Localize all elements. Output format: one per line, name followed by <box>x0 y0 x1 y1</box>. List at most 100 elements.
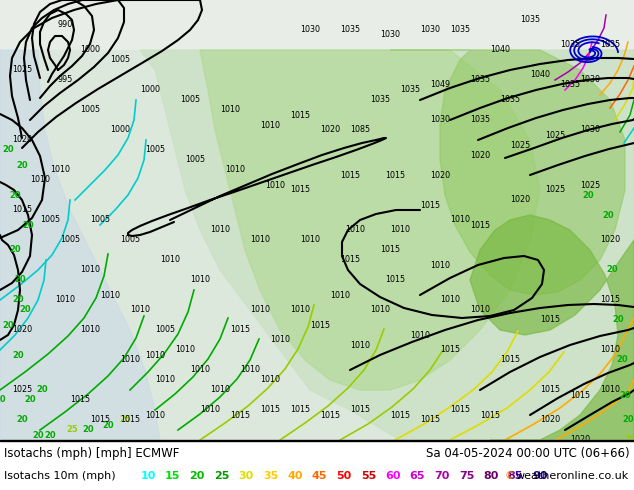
Text: 20: 20 <box>22 220 34 229</box>
Text: 1015: 1015 <box>290 406 310 415</box>
Text: 1025: 1025 <box>545 130 565 140</box>
Text: ©: © <box>504 471 515 481</box>
Text: 60: 60 <box>385 471 401 481</box>
Text: 85: 85 <box>508 471 523 481</box>
Bar <box>0 0 634 440</box>
Text: 20: 20 <box>612 316 624 324</box>
Text: 1025: 1025 <box>510 141 530 149</box>
Text: 1010: 1010 <box>370 305 390 315</box>
Text: 30: 30 <box>238 471 254 481</box>
Text: 1035: 1035 <box>600 41 620 49</box>
Text: 1015: 1015 <box>290 111 310 120</box>
Text: 1010: 1010 <box>200 406 220 415</box>
Text: weatheronline.co.uk: weatheronline.co.uk <box>516 471 630 481</box>
Bar <box>0 0 634 440</box>
Text: 1010: 1010 <box>50 166 70 174</box>
Text: 1015: 1015 <box>70 395 90 405</box>
Text: 20: 20 <box>190 471 205 481</box>
Text: 1015: 1015 <box>120 416 140 424</box>
Polygon shape <box>0 50 160 440</box>
Text: 1030: 1030 <box>430 116 450 124</box>
Text: 1015: 1015 <box>540 316 560 324</box>
Text: 1010: 1010 <box>250 305 270 315</box>
Text: 20: 20 <box>32 431 44 440</box>
Text: 990: 990 <box>57 21 73 29</box>
Text: 20: 20 <box>602 211 614 220</box>
Text: 20: 20 <box>44 431 56 440</box>
Text: 1015: 1015 <box>90 416 110 424</box>
Text: 70: 70 <box>434 471 450 481</box>
Text: 1005: 1005 <box>90 216 110 224</box>
Text: 1010: 1010 <box>145 350 165 360</box>
Text: 20: 20 <box>82 425 94 435</box>
Text: 20: 20 <box>619 391 631 399</box>
Text: 20: 20 <box>19 305 31 315</box>
Text: 1025: 1025 <box>545 186 565 195</box>
Text: 1010: 1010 <box>240 366 260 374</box>
Text: 1010: 1010 <box>600 386 620 394</box>
Text: Isotachs 10m (mph): Isotachs 10m (mph) <box>4 471 115 481</box>
Text: 1010: 1010 <box>160 255 180 265</box>
Text: 20: 20 <box>9 245 21 254</box>
Text: 1010: 1010 <box>270 336 290 344</box>
Text: 1020: 1020 <box>510 196 530 204</box>
Text: 1015: 1015 <box>420 416 440 424</box>
Text: 1015: 1015 <box>260 406 280 415</box>
Text: 1025: 1025 <box>12 386 32 394</box>
Text: 1000: 1000 <box>140 85 160 95</box>
Text: 1020: 1020 <box>470 150 490 160</box>
Text: 1010: 1010 <box>250 236 270 245</box>
Text: 90: 90 <box>533 471 548 481</box>
Text: 1010: 1010 <box>120 356 140 365</box>
Text: 1010: 1010 <box>390 225 410 235</box>
Text: 25: 25 <box>214 471 229 481</box>
Text: Isotachs (mph) [mph] ECMWF: Isotachs (mph) [mph] ECMWF <box>4 446 179 460</box>
Text: 1005: 1005 <box>155 325 175 335</box>
Text: 1015: 1015 <box>470 220 490 229</box>
Text: 1010: 1010 <box>265 180 285 190</box>
Text: 1025: 1025 <box>580 180 600 190</box>
Text: 1015: 1015 <box>385 171 405 179</box>
Text: 1015: 1015 <box>380 245 400 254</box>
Text: 1010: 1010 <box>600 345 620 354</box>
Text: 995: 995 <box>57 75 73 84</box>
Text: 20: 20 <box>14 275 26 285</box>
Text: 1015: 1015 <box>420 200 440 210</box>
Polygon shape <box>200 50 540 390</box>
Text: 1020: 1020 <box>12 325 32 335</box>
Text: 1005: 1005 <box>145 146 165 154</box>
Text: 1015: 1015 <box>480 411 500 419</box>
Text: 1005: 1005 <box>120 236 140 245</box>
Text: 1085: 1085 <box>350 125 370 134</box>
Bar <box>0 440 634 441</box>
Text: 1015: 1015 <box>230 411 250 419</box>
Text: 20: 20 <box>102 420 114 430</box>
Text: 1010: 1010 <box>290 305 310 315</box>
Text: 1010: 1010 <box>260 375 280 385</box>
Text: 1010: 1010 <box>80 266 100 274</box>
Text: 1010: 1010 <box>330 291 350 299</box>
Text: 1010: 1010 <box>410 330 430 340</box>
Text: 1005: 1005 <box>40 216 60 224</box>
Text: 1035: 1035 <box>470 75 490 84</box>
Polygon shape <box>470 215 634 440</box>
Text: 1015: 1015 <box>450 406 470 415</box>
Polygon shape <box>0 50 634 440</box>
Text: 1035: 1035 <box>500 96 520 104</box>
Text: 20: 20 <box>12 350 24 360</box>
Text: 10: 10 <box>140 471 156 481</box>
Text: 1035: 1035 <box>560 41 580 49</box>
Text: 1030: 1030 <box>300 25 320 34</box>
Text: 65: 65 <box>410 471 425 481</box>
Text: 1010: 1010 <box>145 411 165 419</box>
Text: 20: 20 <box>606 266 618 274</box>
Text: 45: 45 <box>312 471 327 481</box>
Text: 1015: 1015 <box>385 275 405 285</box>
Text: 25: 25 <box>66 425 78 435</box>
Text: 1010: 1010 <box>175 345 195 354</box>
Text: 1005: 1005 <box>110 55 130 65</box>
Text: 20: 20 <box>0 395 6 405</box>
Text: 1035: 1035 <box>520 16 540 24</box>
Text: 1000: 1000 <box>110 125 130 134</box>
Text: 1030: 1030 <box>580 75 600 84</box>
